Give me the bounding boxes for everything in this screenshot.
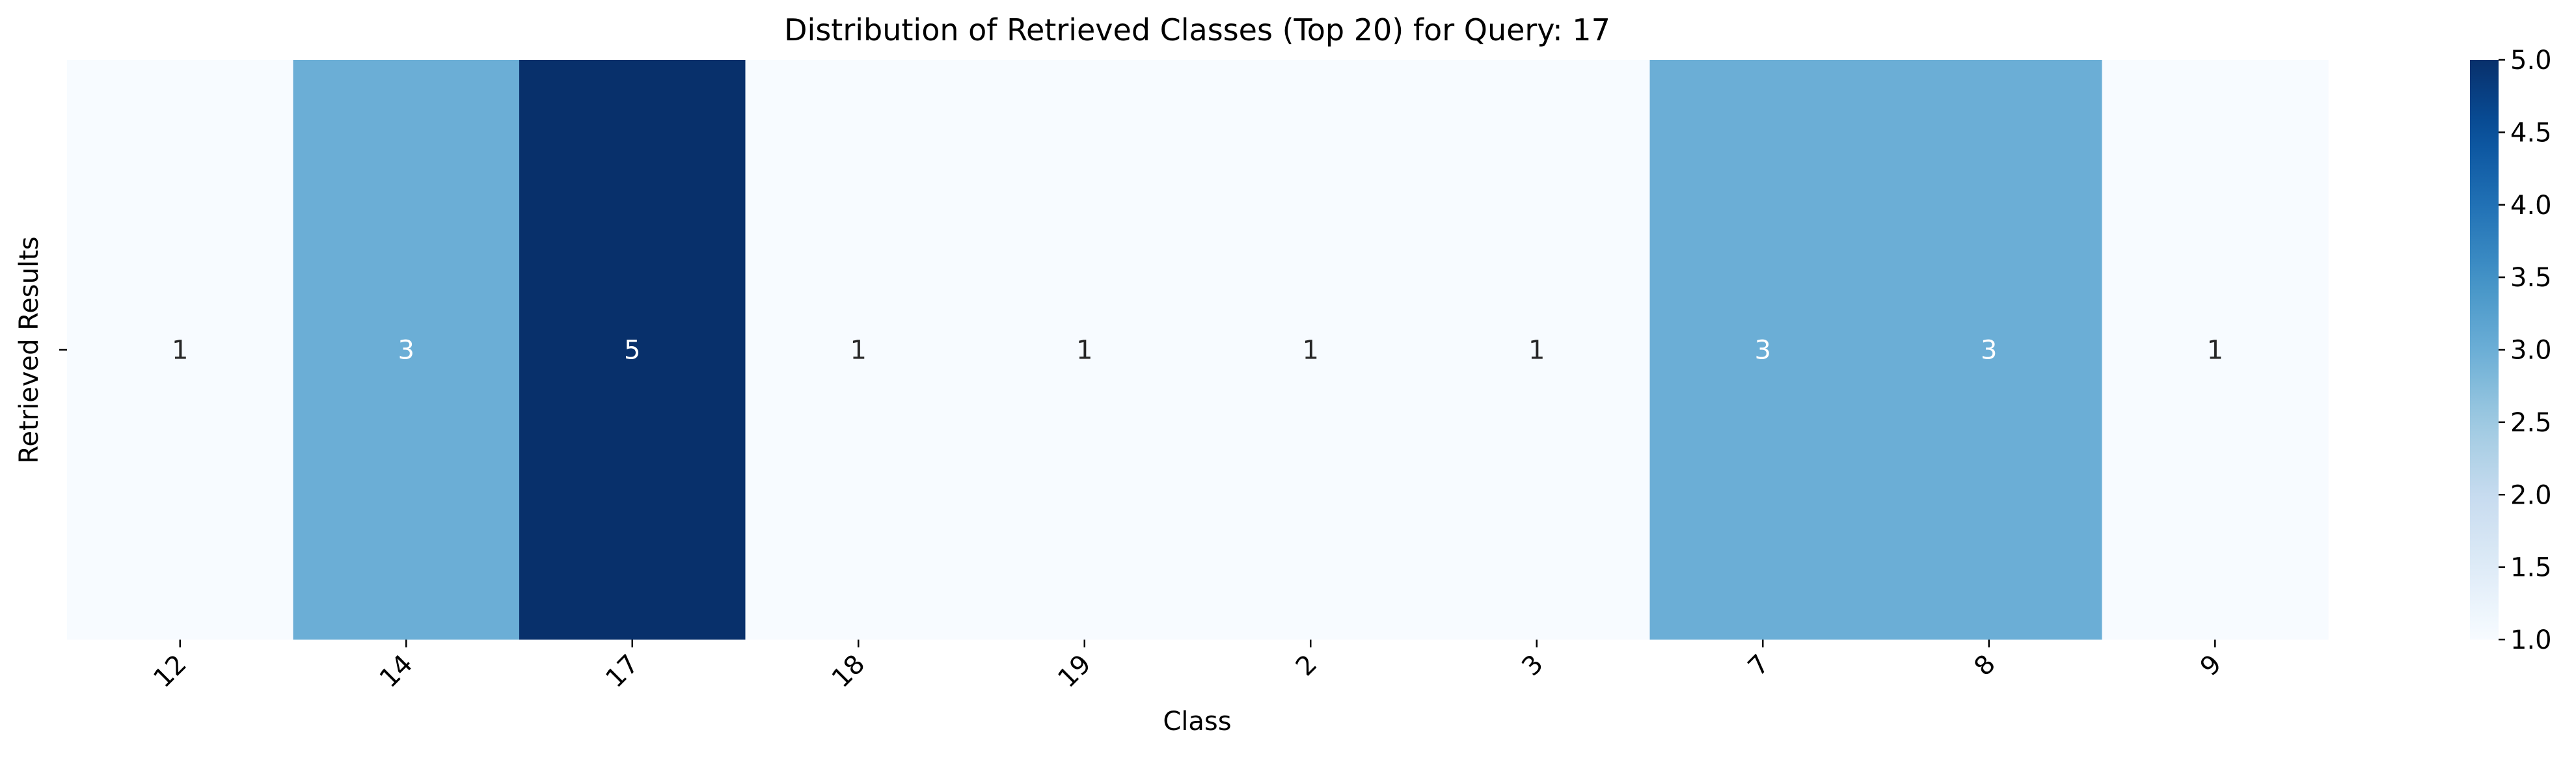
heatmap-cell-19 — [971, 60, 1199, 640]
colorbar-tick-label: 4.5 — [2510, 118, 2552, 148]
x-axis-label: Class — [1163, 707, 1231, 737]
x-tick-label: 8 — [1968, 649, 2001, 683]
heatmap-cell-9 — [2102, 60, 2329, 640]
x-tick-label: 17 — [600, 649, 645, 694]
cell-value-label: 1 — [1528, 336, 1545, 366]
x-tick-label: 12 — [148, 649, 193, 694]
colorbar-tick-label: 1.0 — [2510, 625, 2552, 655]
colorbar-tick-label: 5.0 — [2510, 46, 2552, 75]
x-tick-label: 19 — [1052, 649, 1097, 694]
x-tick-label: 18 — [826, 649, 871, 694]
colorbar-tick-label: 3.5 — [2510, 263, 2552, 293]
x-tick-label: 7 — [1742, 649, 1776, 683]
heatmap-cell-17 — [519, 60, 746, 640]
colorbar-gradient — [2470, 60, 2499, 640]
heatmap-cell-7 — [1649, 60, 1877, 640]
cell-value-label: 5 — [624, 336, 640, 366]
heatmap-cells — [67, 60, 2329, 640]
cell-value-label: 1 — [1303, 336, 1319, 366]
heatmap-cell-3 — [1424, 60, 1651, 640]
cell-value-label: 1 — [2207, 336, 2223, 366]
x-tick-label: 3 — [1516, 649, 1549, 683]
cell-value-label: 3 — [1981, 336, 1997, 366]
heatmap-cell-18 — [745, 60, 972, 640]
x-tick-label: 9 — [2195, 649, 2228, 683]
cell-value-label: 3 — [1755, 336, 1771, 366]
chart-title: Distribution of Retrieved Classes (Top 2… — [784, 12, 1610, 47]
cell-value-label: 3 — [398, 336, 414, 366]
heatmap-cell-8 — [1876, 60, 2103, 640]
colorbar-tick-label: 4.0 — [2510, 191, 2552, 221]
x-tick-label: 2 — [1290, 649, 1323, 683]
colorbar-tick-label: 3.0 — [2510, 336, 2552, 366]
colorbar-tick-label: 1.5 — [2510, 553, 2552, 583]
x-tick-label: 14 — [374, 649, 419, 694]
x-axis-ticks: 12 14 17 18 19 2 3 7 8 9 — [148, 640, 2227, 694]
heatmap-cell-14 — [293, 60, 520, 640]
cell-value-label: 1 — [850, 336, 867, 366]
colorbar-tick-label: 2.0 — [2510, 480, 2552, 510]
heatmap-cell-labels: 1 3 5 1 1 1 1 3 3 1 — [172, 336, 2223, 366]
cell-value-label: 1 — [1076, 336, 1092, 366]
cell-value-label: 1 — [172, 336, 188, 366]
colorbar-tick-label: 2.5 — [2510, 408, 2552, 438]
heatmap-cell-12 — [67, 60, 294, 640]
colorbar: 1.0 1.5 2.0 2.5 3.0 3.5 4.0 4.5 5.0 — [2470, 46, 2552, 655]
y-axis-label: Retrieved Results — [14, 236, 44, 463]
heatmap-cell-2 — [1197, 60, 1424, 640]
